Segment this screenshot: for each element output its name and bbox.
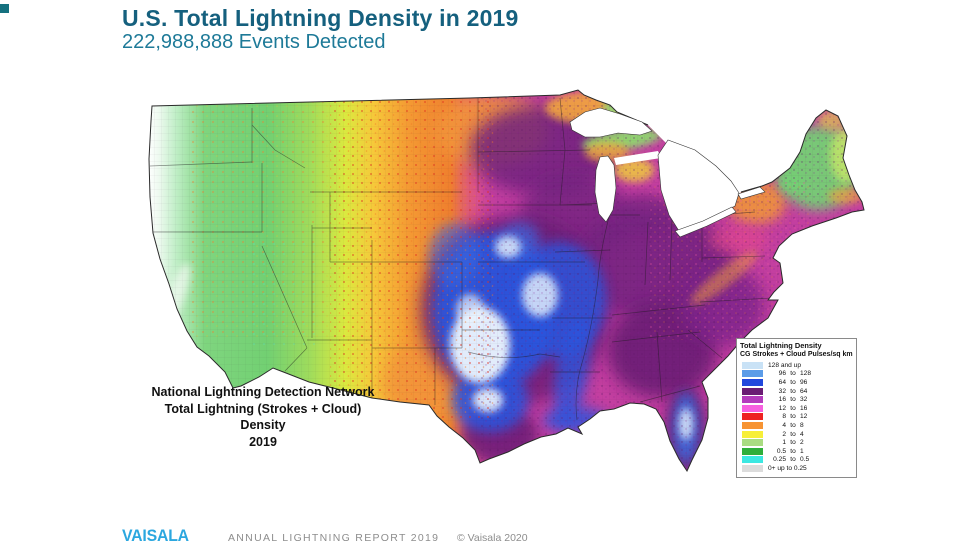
legend-swatch (742, 439, 763, 447)
legend-row-to: to (790, 430, 796, 438)
lake-ontario (737, 186, 766, 200)
legend-row-max: 8 (800, 421, 804, 429)
map-annotation: National Lightning Detection Network Tot… (148, 384, 378, 450)
legend-row-max: 64 (800, 387, 808, 395)
legend-row-max: 12 (800, 413, 808, 421)
page-title: U.S. Total Lightning Density in 2019 (122, 5, 519, 31)
legend-row-max: 16 (800, 404, 808, 412)
legend-row-to: to (790, 396, 796, 404)
legend-swatch (742, 413, 763, 421)
legend-row: 0.5 to 1 (740, 447, 853, 456)
legend-row-min: 1 (782, 439, 786, 447)
legend-row: 4 to 8 (740, 421, 853, 430)
legend-swatch (742, 387, 763, 395)
legend-row-to: to (790, 421, 796, 429)
legend-row-min: 2 (782, 430, 786, 438)
legend-row: 12 to 16 (740, 404, 853, 413)
page-subtitle: 222,988,888 Events Detected (122, 31, 386, 53)
legend-row: 64 to 96 (740, 378, 853, 387)
footer-copyright: © Vaisala 2020 (457, 532, 528, 544)
map-annotation-line2: Total Lightning (Strokes + Cloud) Densit… (164, 401, 362, 433)
us-outline (148, 89, 865, 473)
legend-row-max: 128 (800, 370, 812, 378)
legend-subtitle: CG Strokes + Cloud Pulses/sq km (740, 350, 853, 358)
legend-row-to: to (790, 404, 796, 412)
legend-swatch (742, 361, 763, 369)
legend-swatch (742, 464, 763, 472)
legend-row-min: 96 (778, 370, 786, 378)
legend-row-min: 32 (778, 387, 786, 395)
legend-row-min: 8 (782, 413, 786, 421)
legend-row-min: 12 (778, 404, 786, 412)
legend-row: 1 to 2 (740, 438, 853, 447)
vaisala-logo: VAISALA (122, 526, 189, 545)
legend-row-max: 1 (800, 447, 804, 455)
legend-row-to: to (790, 439, 796, 447)
legend-row: 96 to 128 (740, 370, 853, 379)
map-annotation-line3: 2019 (249, 434, 277, 449)
lake-michigan (594, 155, 617, 223)
legend-row: 128 and up (740, 361, 853, 370)
legend-row-min: 4 (782, 421, 786, 429)
legend-row-to: to (790, 378, 796, 386)
legend-row-to: to (790, 370, 796, 378)
legend-swatch (742, 404, 763, 412)
great-lakes (569, 107, 766, 238)
legend-swatch (742, 430, 763, 438)
corner-mark (0, 4, 9, 13)
legend-row: 8 to 12 (740, 413, 853, 422)
legend-swatch (742, 370, 763, 378)
legend-title: Total Lightning Density (740, 341, 822, 350)
mackinac-strait (614, 151, 661, 165)
legend-row-min: 0.25 (773, 456, 786, 464)
lake-superior (569, 107, 653, 138)
legend-row-label: 128 and up (768, 361, 802, 369)
legend-swatch (742, 378, 763, 386)
legend-row-min: 0.5 (776, 447, 786, 455)
legend-swatch (742, 421, 763, 429)
legend-row: 16 to 32 (740, 395, 853, 404)
legend-row-to: to (790, 413, 796, 421)
legend-row: 0+ up to 0.25 (740, 464, 853, 473)
lake-erie (674, 206, 737, 238)
legend-row-to: to (790, 387, 796, 395)
footer-report-title: ANNUAL LIGHTNING REPORT 2019 (228, 532, 440, 544)
legend-row: 32 to 64 (740, 387, 853, 396)
legend-row: 0.25 to 0.5 (740, 456, 853, 465)
map-annotation-line1: National Lightning Detection Network (151, 385, 375, 399)
legend-row-min: 64 (778, 378, 786, 386)
legend-row-max: 2 (800, 439, 804, 447)
legend-swatch (742, 456, 763, 464)
legend-swatch (742, 396, 763, 404)
legend-swatch (742, 447, 763, 455)
legend-row-label: 0+ up to 0.25 (768, 464, 807, 472)
legend-row: 2 to 4 (740, 430, 853, 439)
legend-row-min: 16 (778, 396, 786, 404)
map-legend: Total Lightning Density CG Strokes + Clo… (736, 338, 857, 478)
legend-row-max: 0.5 (800, 456, 810, 464)
lake-huron (657, 139, 740, 232)
legend-rows: 128 and up 96 to 128 64 to 96 32 to 64 16 to 32 12 to 1… (740, 361, 853, 473)
legend-row-max: 32 (800, 396, 808, 404)
legend-row-max: 96 (800, 378, 808, 386)
legend-row-max: 4 (800, 430, 804, 438)
legend-row-to: to (790, 447, 796, 455)
legend-row-to: to (790, 456, 796, 464)
